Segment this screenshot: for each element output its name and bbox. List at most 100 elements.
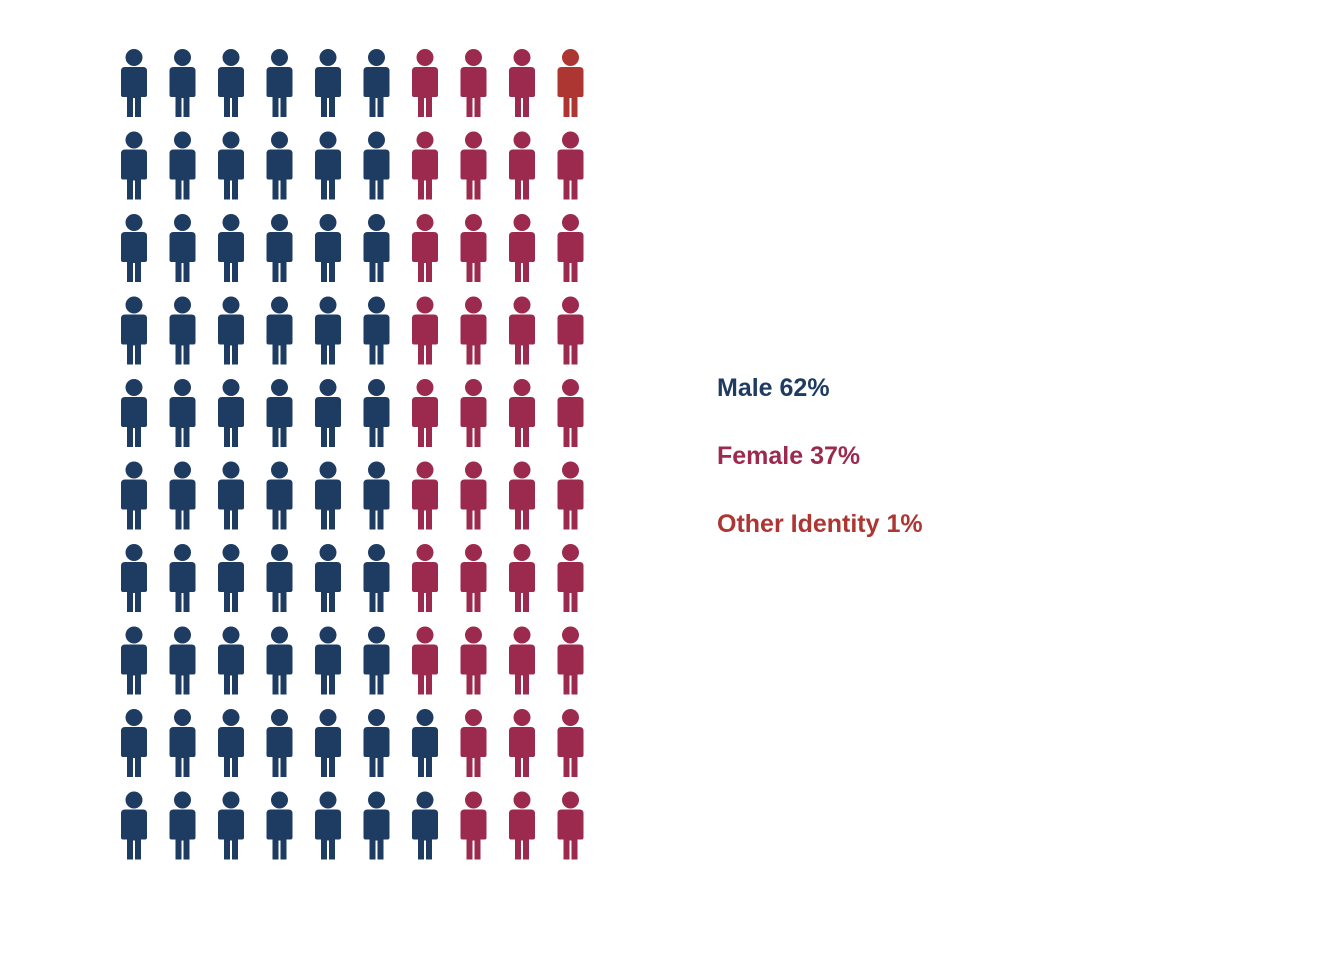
person-body (509, 562, 535, 612)
person-body (266, 809, 293, 860)
person-icon-female (509, 296, 535, 365)
person-head (319, 626, 337, 644)
person-head (319, 131, 337, 149)
person-body (412, 397, 438, 447)
person-head (125, 296, 143, 314)
person-head (271, 626, 288, 644)
person-body (169, 149, 196, 200)
person-icon-male (412, 791, 438, 860)
person-icon-female (460, 49, 487, 117)
person-head (562, 709, 579, 726)
person-body (509, 644, 535, 695)
person-body (557, 644, 584, 695)
person-head (562, 544, 579, 561)
person-icon-male (266, 49, 293, 117)
person-icon-female (509, 461, 535, 530)
person-icon-male (266, 461, 293, 530)
person-icon-male (363, 544, 390, 612)
person-head (416, 709, 434, 726)
person-head (465, 49, 482, 66)
person-body (557, 809, 584, 860)
person-icon-male (266, 296, 293, 365)
person-icon-male (169, 49, 196, 117)
person-body (509, 232, 535, 282)
person-icon-male (121, 49, 147, 117)
person-body (121, 644, 147, 695)
person-icon-male (121, 709, 147, 777)
person-head (125, 49, 143, 66)
person-icon-male (218, 49, 244, 117)
person-body (363, 232, 390, 282)
person-icon-male (315, 379, 341, 447)
person-head (416, 296, 434, 314)
person-icon-male (169, 544, 196, 612)
person-icon-male (218, 131, 244, 200)
person-icon-male (121, 214, 147, 282)
person-icon-male (169, 131, 196, 200)
person-head (368, 544, 385, 561)
person-body (266, 562, 293, 612)
person-icon-male (363, 626, 390, 695)
person-icon-other-identity (557, 49, 584, 117)
person-head (125, 461, 143, 479)
person-body (460, 562, 487, 612)
person-head (174, 709, 191, 726)
person-head (465, 214, 482, 231)
person-body (218, 644, 244, 695)
person-head (271, 49, 288, 66)
person-body (121, 397, 147, 447)
person-icon-male (169, 626, 196, 695)
person-icon-male (121, 626, 147, 695)
person-icon-male (315, 709, 341, 777)
person-body (218, 809, 244, 860)
person-head (319, 544, 337, 561)
person-icon-female (509, 544, 535, 612)
person-body (169, 479, 196, 530)
person-icon-female (557, 791, 584, 860)
person-head (222, 214, 240, 231)
person-body (363, 562, 390, 612)
person-body (169, 314, 196, 365)
person-head (562, 791, 579, 809)
person-icon-male (363, 214, 390, 282)
person-icon-female (557, 379, 584, 447)
person-body (218, 562, 244, 612)
person-body (412, 232, 438, 282)
person-icon-male (412, 709, 438, 777)
legend-entry-other-identity: Other Identity 1% (717, 510, 923, 538)
person-icon-male (218, 709, 244, 777)
person-head (562, 49, 579, 66)
person-body (557, 397, 584, 447)
person-body (169, 644, 196, 695)
person-head (271, 709, 288, 726)
person-icon-male (218, 296, 244, 365)
person-body (169, 562, 196, 612)
person-body (315, 67, 341, 117)
waffle-chart (121, 49, 584, 860)
person-head (513, 461, 531, 479)
person-head (319, 709, 337, 726)
person-icon-female (460, 626, 487, 695)
person-body (557, 727, 584, 777)
person-icon-male (169, 379, 196, 447)
person-body (363, 644, 390, 695)
person-icon-female (509, 379, 535, 447)
person-head (562, 214, 579, 231)
person-icon-female (509, 791, 535, 860)
person-head (174, 214, 191, 231)
person-body (121, 67, 147, 117)
person-icon-male (169, 791, 196, 860)
person-head (465, 379, 482, 396)
person-body (218, 149, 244, 200)
person-head (368, 791, 385, 809)
person-body (460, 149, 487, 200)
person-body (412, 644, 438, 695)
person-head (125, 709, 143, 726)
person-head (513, 131, 531, 149)
person-icon-female (460, 791, 487, 860)
person-head (465, 131, 482, 149)
person-head (271, 296, 288, 314)
person-head (513, 296, 531, 314)
person-head (319, 214, 337, 231)
person-body (460, 314, 487, 365)
